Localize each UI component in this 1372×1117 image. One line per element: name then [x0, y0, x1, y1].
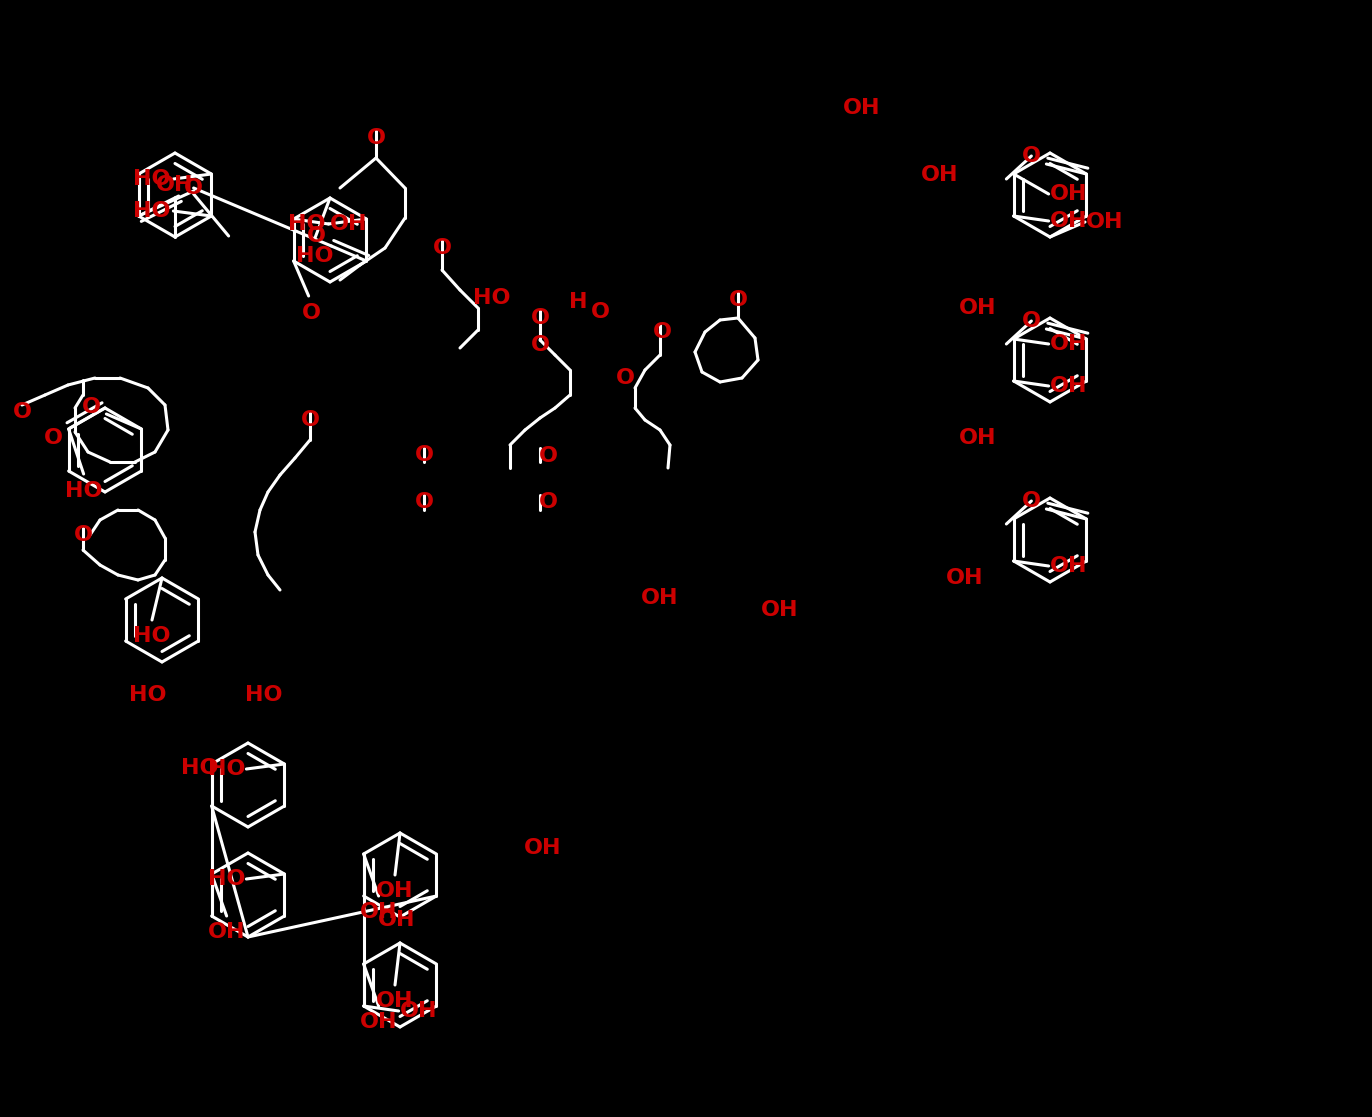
Text: O: O: [74, 525, 92, 545]
Text: HO: HO: [288, 214, 325, 233]
Text: OH: OH: [1050, 334, 1088, 354]
Text: OH: OH: [359, 903, 398, 922]
Text: HO: HO: [181, 758, 218, 779]
Text: O: O: [307, 226, 327, 246]
Text: O: O: [729, 290, 748, 311]
Text: OH: OH: [329, 214, 368, 233]
Text: OH: OH: [1050, 184, 1088, 204]
Text: OH: OH: [959, 298, 996, 318]
Text: HO: HO: [207, 869, 246, 889]
Text: OH: OH: [1050, 556, 1088, 576]
Text: O: O: [590, 302, 609, 322]
Text: O: O: [432, 238, 451, 258]
Text: O: O: [300, 410, 320, 430]
Text: OH: OH: [376, 881, 414, 901]
Text: OH: OH: [921, 165, 959, 185]
Text: OH: OH: [524, 838, 561, 858]
Text: OH: OH: [209, 922, 246, 942]
Text: O: O: [531, 308, 550, 328]
Text: H: H: [569, 292, 587, 312]
Text: OH: OH: [959, 428, 996, 448]
Text: HO: HO: [129, 685, 167, 705]
Text: HO: HO: [133, 201, 170, 221]
Text: HO: HO: [246, 685, 283, 705]
Text: HO: HO: [207, 758, 246, 779]
Text: O: O: [538, 491, 557, 512]
Text: OH: OH: [1050, 211, 1088, 231]
Text: O: O: [414, 445, 434, 465]
Text: HO: HO: [133, 169, 170, 189]
Text: O: O: [302, 303, 321, 323]
Text: HO: HO: [473, 288, 510, 308]
Text: O: O: [12, 402, 32, 422]
Text: OH: OH: [641, 588, 679, 608]
Text: OH: OH: [761, 600, 799, 620]
Text: OH: OH: [947, 569, 984, 588]
Text: O: O: [531, 335, 550, 355]
Text: OH: OH: [376, 991, 414, 1011]
Text: O: O: [1022, 311, 1041, 331]
Text: O: O: [653, 322, 671, 342]
Text: O: O: [82, 397, 102, 417]
Text: OH: OH: [156, 175, 193, 195]
Text: OH: OH: [1050, 376, 1088, 397]
Text: O: O: [414, 491, 434, 512]
Text: OH: OH: [379, 910, 416, 930]
Text: OH: OH: [359, 1012, 398, 1032]
Text: O: O: [366, 128, 386, 147]
Text: O: O: [1022, 146, 1041, 166]
Text: HO: HO: [133, 626, 170, 646]
Text: HO: HO: [64, 481, 103, 502]
Text: O: O: [616, 367, 634, 388]
Text: O: O: [1022, 491, 1041, 510]
Text: HO: HO: [296, 246, 333, 266]
Text: OH: OH: [844, 98, 881, 118]
Text: OH: OH: [1087, 212, 1124, 232]
Text: O: O: [538, 446, 557, 466]
Text: O: O: [184, 178, 203, 198]
Text: OH: OH: [399, 1001, 438, 1021]
Text: O: O: [44, 428, 63, 448]
